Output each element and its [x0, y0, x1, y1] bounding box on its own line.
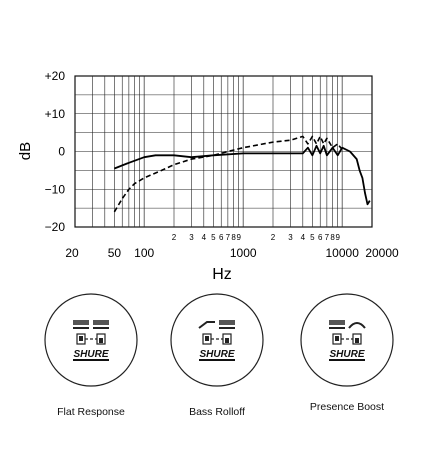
x-minor-tick-label: 5	[310, 233, 315, 242]
y-tick-label: +20	[45, 69, 66, 83]
x-tick-label: 50	[108, 246, 122, 260]
x-minor-tick-label: 8	[231, 233, 236, 242]
x-minor-tick-label: 8	[330, 233, 335, 242]
y-tick-label: 0	[58, 145, 65, 159]
switch-setting-icon: SHURE	[44, 293, 138, 387]
badge-boost: SHURE	[300, 293, 394, 392]
y-tick-label: −10	[45, 182, 66, 196]
x-axis-label: Hz	[212, 266, 232, 283]
x-tick-label: 20000	[365, 246, 399, 260]
solid-series-line	[114, 144, 371, 206]
x-minor-tick-label: 6	[318, 233, 323, 242]
y-axis-label: dB	[17, 142, 34, 160]
x-minor-tick-label: 4	[202, 233, 207, 242]
badge-label: Flat Response	[57, 406, 125, 418]
x-tick-label: 10000	[326, 246, 360, 260]
x-minor-tick-label: 2	[172, 233, 177, 242]
switch-setting-icon: SHURE	[300, 293, 394, 387]
x-minor-tick-label: 2	[271, 233, 276, 242]
x-minor-tick-label: 3	[189, 233, 194, 242]
dashed-series-line	[113, 135, 343, 213]
switch-setting-icon: SHURE	[170, 293, 264, 387]
gridlines	[75, 76, 372, 227]
badge-label: Bass Rolloff	[189, 406, 245, 418]
x-minor-tick-label: 7	[226, 233, 231, 242]
x-minor-tick-label: 4	[301, 233, 306, 242]
x-tick-label: 20	[65, 246, 79, 260]
svg-text:SHURE: SHURE	[199, 349, 234, 360]
x-minor-tick-label: 6	[219, 233, 224, 242]
x-minor-tick-label: 9	[236, 233, 241, 242]
x-minor-tick-label: 9	[335, 233, 340, 242]
x-minor-tick-label: 7	[325, 233, 330, 242]
badge-flat: SHURE	[44, 293, 138, 392]
badge-label: Presence Boost	[309, 401, 385, 413]
y-tick-label: −20	[45, 220, 66, 234]
x-minor-tick-label: 3	[288, 233, 293, 242]
svg-text:SHURE: SHURE	[329, 349, 364, 360]
series-lines	[113, 135, 371, 213]
x-tick-label: 1000	[230, 246, 257, 260]
svg-text:SHURE: SHURE	[73, 349, 108, 360]
y-tick-label: +10	[45, 107, 66, 121]
badge-rolloff: SHURE	[170, 293, 264, 392]
x-minor-tick-label: 5	[211, 233, 216, 242]
x-tick-label: 100	[134, 246, 154, 260]
